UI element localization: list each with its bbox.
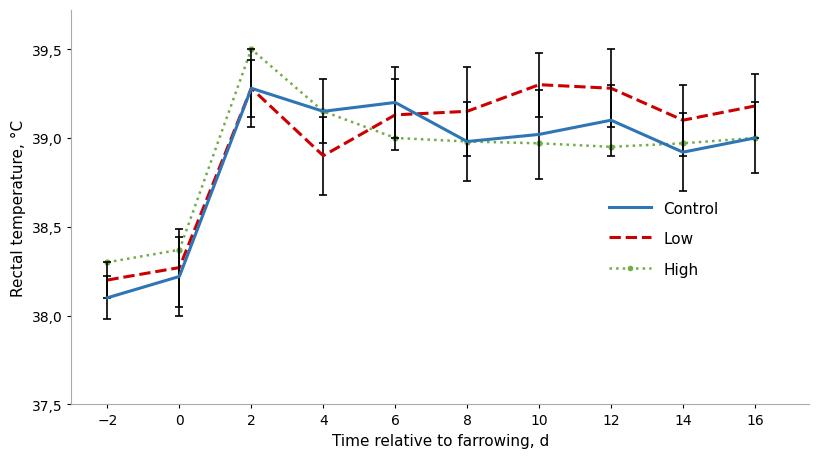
High xyxy=(605,145,615,150)
High xyxy=(174,247,184,253)
High xyxy=(318,109,328,115)
Legend: Control, Low, High: Control, Low, High xyxy=(602,196,724,283)
X-axis label: Time relative to farrowing, d: Time relative to farrowing, d xyxy=(331,433,548,448)
High xyxy=(462,140,472,145)
High xyxy=(749,136,759,141)
High xyxy=(246,47,256,53)
High xyxy=(533,141,543,147)
Y-axis label: Rectal temperature, °C: Rectal temperature, °C xyxy=(11,119,26,296)
Line: High: High xyxy=(104,47,757,266)
High xyxy=(102,260,112,265)
High xyxy=(677,141,687,147)
High xyxy=(390,136,400,141)
